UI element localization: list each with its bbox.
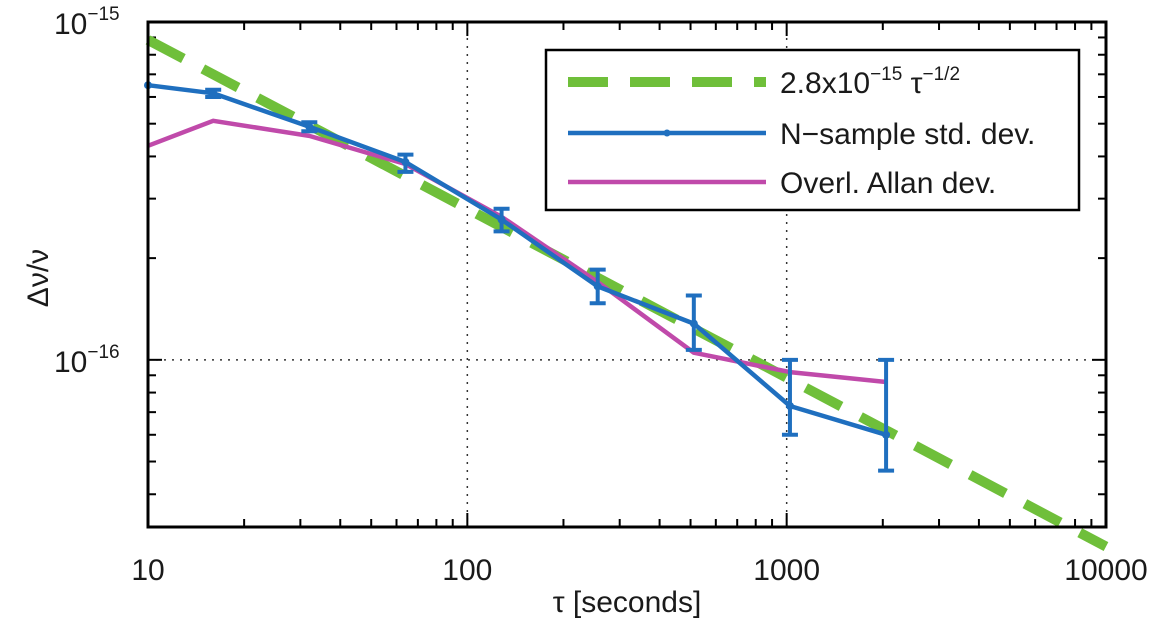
legend-marker-nsample [663,129,671,137]
legend-label-fit: 2.8x10−15 τ−1/2 [780,64,960,100]
y-axis-label: Δν/ν [22,249,55,307]
x-tick-label: 1000 [753,554,820,587]
legend-label-nsample: N−sample std. dev. [780,118,1035,151]
nsample-point [785,401,794,410]
legend: 2.8x10−15 τ−1/2 N−sample std. dev. Overl… [544,48,1081,212]
nsample-point [305,122,314,131]
x-axis-label: τ [seconds] [553,586,702,619]
x-tick-labels: 10 100 1000 10000 [131,554,1147,587]
nsample-point [882,430,891,439]
x-tick-label: 10 [131,554,164,587]
y-tick-labels: 10−16 10−15 [54,4,120,379]
nsample-point [689,319,698,328]
nsample-point [497,215,506,224]
nsample-point [401,158,410,167]
x-tick-label: 100 [442,554,492,587]
nsample-point [593,282,602,291]
legend-label-allan: Overl. Allan dev. [780,167,996,200]
plot-frame [146,20,1108,529]
y-tick-label: 10−16 [54,342,120,379]
x-tick-label: 10000 [1064,554,1147,587]
series-layer [144,35,1109,552]
nsample-point [209,89,218,98]
fit-line-dashed [145,35,1109,552]
y-tick-label: 10−15 [54,4,120,41]
